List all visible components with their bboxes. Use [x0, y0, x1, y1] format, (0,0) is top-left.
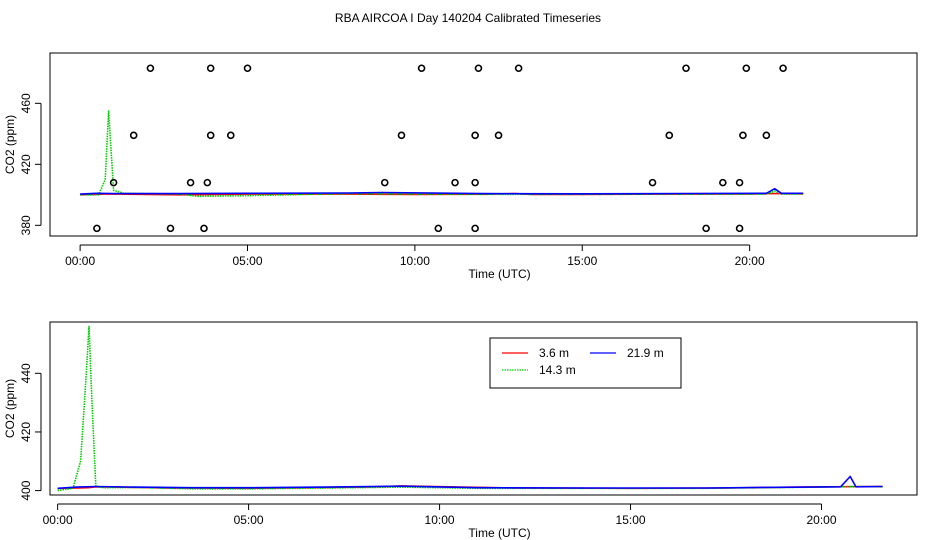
y-tick-label: 420: [19, 422, 33, 442]
calibration-point: [417, 64, 426, 73]
chart-title: RBA AIRCOA I Day 140204 Calibrated Times…: [335, 11, 601, 25]
calibration-point: [471, 131, 479, 140]
calibration-point: [682, 64, 690, 73]
y-tick-label: 420: [19, 154, 33, 174]
calibration-point: [200, 224, 208, 233]
calibration-point: [474, 64, 483, 73]
x-tick-label: 00:00: [43, 513, 73, 527]
y-tick-label: 400: [19, 480, 33, 500]
plot-frame: [49, 52, 918, 237]
x-tick-label: 05:00: [232, 254, 262, 268]
series-line-14-3-m-m: [57, 325, 883, 492]
y-tick-label: 440: [19, 363, 33, 383]
calibration-point: [146, 64, 155, 73]
calibration-point: [243, 64, 252, 73]
calibration-point: [648, 178, 657, 187]
calibration-point: [129, 131, 138, 140]
top-panel: 00:00 05:00 10:00 15:00 20:00 Time (UTC) 380 42…: [3, 52, 918, 281]
x-tick-label: 00:00: [65, 254, 95, 268]
x-tick-label: 10:00: [400, 254, 430, 268]
legend-box: [489, 337, 682, 389]
calibration-point: [735, 224, 744, 233]
calibration-point: [742, 64, 751, 73]
x-tick-label: 05:00: [234, 513, 264, 527]
calibration-point: [735, 178, 744, 187]
series-line-21-9-m-m: [80, 187, 804, 195]
calibration-point: [762, 131, 771, 140]
calibration-point: [397, 131, 406, 140]
y-axis-label: CO2 (ppm): [3, 379, 17, 438]
calibration-point: [166, 224, 175, 233]
calibration-point: [380, 178, 389, 187]
calibration-point: [226, 131, 235, 140]
y-tick-label: 460: [19, 93, 33, 113]
series-line-21-9-m-m: [57, 475, 883, 490]
calibration-point: [93, 224, 101, 233]
bottom-panel: 00:00 05:00 10:00 15:00 20:00 Time (UTC) 400 42…: [3, 321, 918, 540]
x-tick-label: 15:00: [567, 254, 597, 268]
calibration-point: [779, 64, 787, 73]
y-tick-label: 380: [19, 215, 33, 235]
calibration-point: [719, 178, 727, 187]
calibration-point: [494, 131, 503, 140]
x-tick-label: 20:00: [806, 513, 836, 527]
legend: 3.6 m 14.3 m 21.9 m: [489, 337, 682, 389]
x-axis-label: Time (UTC): [468, 267, 530, 281]
calibration-point: [471, 178, 479, 187]
calibration-point: [451, 178, 459, 187]
legend-label: 14.3 m: [539, 363, 576, 377]
calibration-point: [739, 131, 747, 140]
legend-label: 3.6 m: [539, 346, 569, 360]
calibration-point: [186, 178, 195, 187]
calibration-point: [206, 131, 215, 140]
plot-frame: [49, 321, 918, 496]
calibration-point: [514, 64, 523, 73]
calibration-point: [206, 64, 215, 73]
y-axis-label: CO2 (ppm): [3, 115, 17, 174]
legend-label: 21.9 m: [627, 346, 664, 360]
calibration-point: [471, 224, 479, 233]
x-tick-label: 10:00: [425, 513, 455, 527]
calibration-point: [665, 131, 674, 140]
calibration-point: [203, 178, 212, 187]
x-axis-label: Time (UTC): [468, 526, 530, 540]
series-line-14-3-m-m: [80, 110, 804, 198]
calibration-point: [702, 224, 710, 233]
calibration-point: [434, 224, 443, 233]
x-tick-label: 15:00: [616, 513, 646, 527]
calibration-point: [109, 178, 118, 187]
x-tick-label: 20:00: [735, 254, 765, 268]
